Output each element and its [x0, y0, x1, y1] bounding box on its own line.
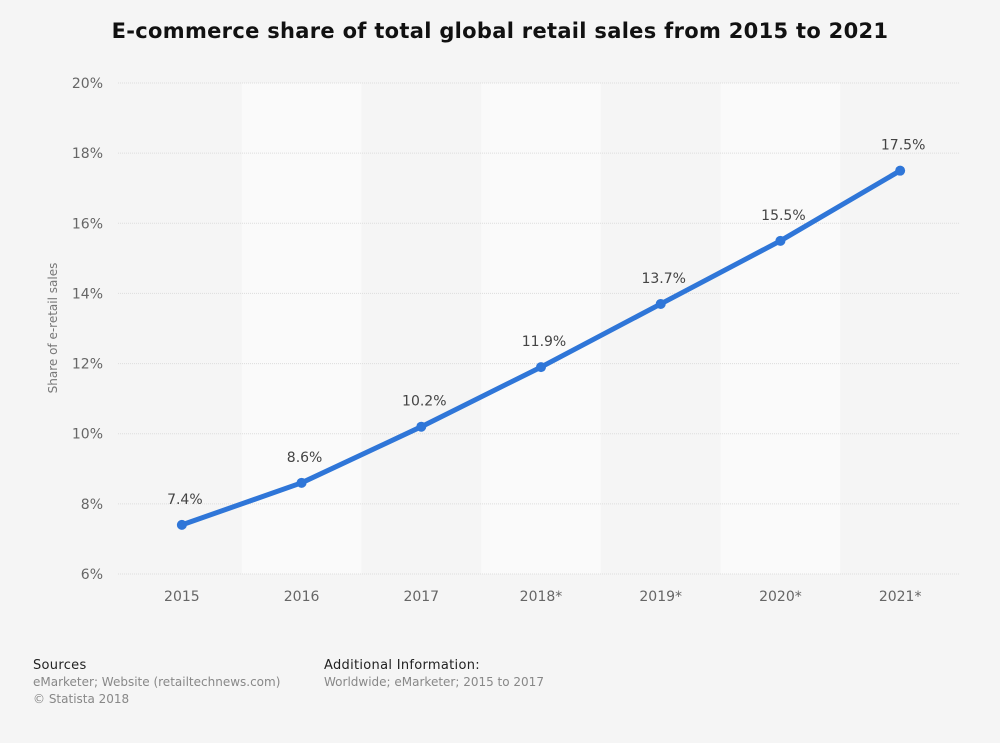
- additional-info-block: Additional Information: Worldwide; eMark…: [324, 657, 544, 691]
- y-tick-label: 6%: [81, 567, 103, 583]
- data-label: 15.5%: [761, 208, 805, 224]
- data-point[interactable]: [536, 362, 546, 373]
- data-label: 17.5%: [881, 138, 925, 154]
- data-points: [176, 165, 906, 530]
- data-label: 8.6%: [287, 450, 323, 466]
- x-axis-ticks: 2015 2016 2017 2018* 2019* 2020* 2021*: [164, 589, 921, 605]
- x-tick-label: 2020*: [759, 589, 802, 605]
- data-label: 7.4%: [167, 492, 203, 508]
- chart-title: E-commerce share of total global retail …: [111, 19, 889, 43]
- x-tick-label: 2021*: [879, 589, 922, 605]
- data-label: 10.2%: [402, 394, 446, 410]
- y-tick-label: 18%: [72, 146, 103, 162]
- sources-link[interactable]: eMarketer; Website (retailtechnews.com): [33, 675, 281, 689]
- column-band: [241, 83, 362, 574]
- column-bands: [241, 83, 841, 574]
- data-point[interactable]: [416, 421, 427, 432]
- y-tick-label: 20%: [72, 76, 103, 92]
- sources-block: Sources eMarketer; Website (retailtechne…: [33, 657, 280, 708]
- sources-heading: Sources: [33, 658, 87, 673]
- column-band: [720, 83, 841, 574]
- x-tick-label: 2016: [284, 589, 320, 605]
- additional-info-text: Worldwide; eMarketer; 2015 to 2017: [324, 675, 544, 689]
- column-band: [481, 83, 601, 574]
- additional-info-heading: Additional Information:: [324, 658, 480, 673]
- data-point[interactable]: [296, 477, 307, 488]
- data-point[interactable]: [895, 165, 906, 176]
- y-tick-label: 8%: [81, 497, 103, 513]
- data-labels: 7.4% 8.6% 10.2% 11.9% 13.7% 15.5% 17.5%: [167, 138, 925, 508]
- y-axis-ticks: 6% 8% 10% 12% 14% 16% 18% 20%: [72, 76, 103, 583]
- y-tick-label: 16%: [72, 216, 103, 232]
- copyright-text: © Statista 2018: [33, 692, 130, 706]
- x-tick-label: 2019*: [639, 589, 682, 605]
- data-point[interactable]: [176, 519, 187, 530]
- x-tick-label: 2018*: [520, 589, 563, 605]
- data-label: 11.9%: [522, 334, 566, 350]
- data-label: 13.7%: [641, 271, 685, 287]
- data-point[interactable]: [655, 298, 666, 309]
- x-tick-label: 2015: [164, 589, 200, 605]
- y-tick-label: 14%: [72, 286, 103, 302]
- data-point[interactable]: [775, 235, 786, 246]
- y-tick-label: 12%: [72, 357, 103, 373]
- y-tick-label: 10%: [72, 427, 103, 443]
- x-tick-label: 2017: [403, 589, 439, 605]
